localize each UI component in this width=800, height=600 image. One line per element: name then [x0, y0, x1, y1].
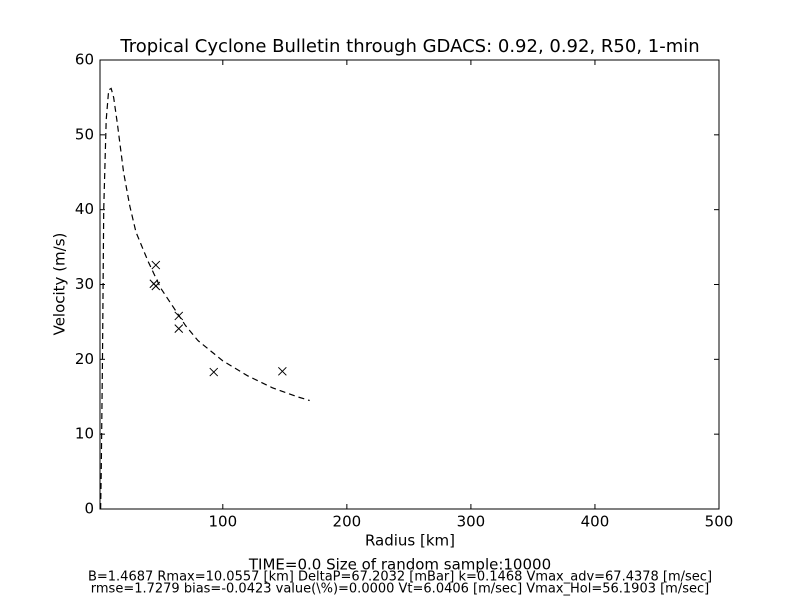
data-point [174, 324, 184, 334]
annotation: rmse=1.7279 bias=-0.0423 value(\%)=0.000… [91, 582, 709, 597]
y-tick-label: 40 [75, 200, 94, 218]
y-tick-label: 60 [75, 51, 94, 69]
x-tick-label: 100 [208, 513, 237, 531]
y-tick-label: 20 [75, 350, 94, 368]
y-tick-label: 50 [75, 125, 94, 143]
y-tick-label: 30 [75, 275, 94, 293]
y-axis-label: Velocity (m/s) [51, 233, 69, 336]
data-point [277, 366, 287, 376]
y-tick-label: 0 [84, 500, 94, 518]
model-curve [100, 87, 310, 510]
x-tick-label: 300 [457, 513, 486, 531]
y-tick-label: 10 [75, 425, 94, 443]
x-tick-label: 500 [705, 513, 734, 531]
chart-title: Tropical Cyclone Bulletin through GDACS:… [119, 36, 699, 57]
annotation: B=1.4687 Rmax=10.0557 [km] DeltaP=67.203… [88, 570, 712, 585]
plot-frame [99, 59, 720, 510]
data-point [151, 260, 161, 270]
data-point [209, 367, 219, 377]
x-tick-label: 200 [333, 513, 362, 531]
x-axis-label: Radius [km] [365, 532, 455, 550]
annotation: TIME=0.0 Size of random sample:10000 [248, 556, 551, 574]
x-tick-label: 400 [581, 513, 610, 531]
